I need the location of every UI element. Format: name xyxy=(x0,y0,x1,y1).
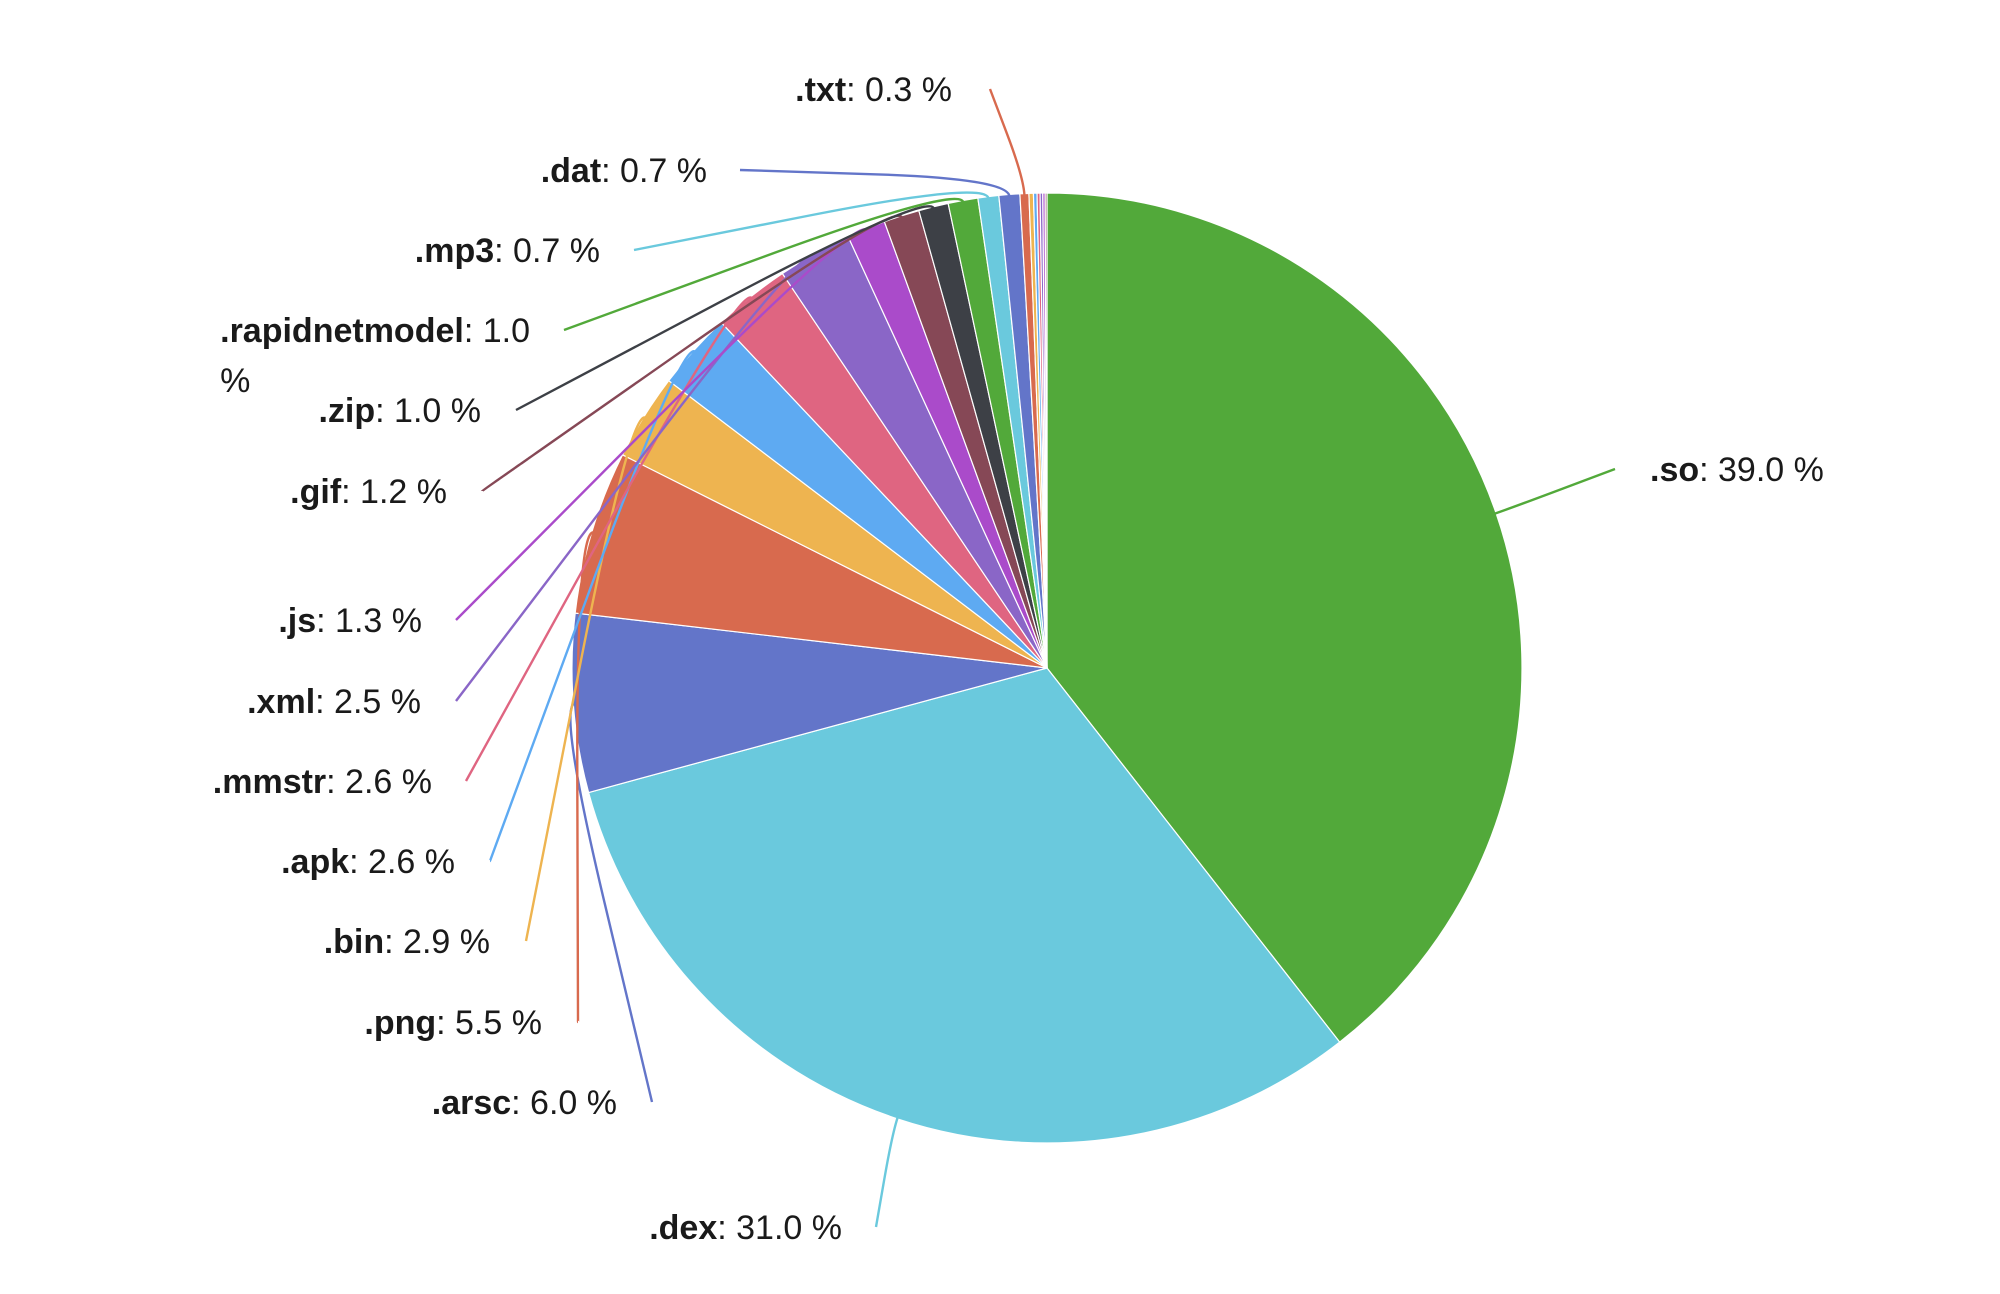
label-png: .png: 5.5 % xyxy=(364,1004,542,1042)
leader-line-dat xyxy=(739,168,1011,197)
label-so: .so: 39.0 % xyxy=(1650,451,1824,489)
label-arsc: .arsc: 6.0 % xyxy=(432,1084,617,1122)
slice-other-20 xyxy=(1044,192,1048,669)
label-txt: .txt: 0.3 % xyxy=(795,71,952,109)
label-dat: .dat: 0.7 % xyxy=(541,152,707,190)
leader-lines xyxy=(455,88,1616,1228)
leader-line-txt xyxy=(988,88,1026,196)
label-gif: .gif: 1.2 % xyxy=(290,473,447,511)
label-rapidnetmodel-unit: % xyxy=(220,362,250,400)
label-bin: .bin: 2.9 % xyxy=(324,923,490,961)
pie-slices xyxy=(571,192,1523,1144)
slice-labels: .so: 39.0 % .dex: 31.0 % .arsc: 6.0 % .png:… xyxy=(213,71,1824,1247)
leader-line-zip xyxy=(515,205,936,412)
leader-line-rapidnetmodel xyxy=(563,197,965,332)
label-apk: .apk: 2.6 % xyxy=(281,843,455,881)
leader-line-xml xyxy=(455,253,817,702)
leader-line-dex xyxy=(874,1116,899,1228)
label-js: .js: 1.3 % xyxy=(278,602,422,640)
leader-line-mp3 xyxy=(633,191,990,252)
leader-line-png xyxy=(576,531,595,1023)
label-mmstr: .mmstr: 2.6 % xyxy=(213,763,432,801)
label-mp3: .mp3: 0.7 % xyxy=(415,232,600,270)
label-rapidnetmodel: .rapidnetmodel: 1.0 xyxy=(220,312,530,350)
leader-line-so xyxy=(1493,467,1616,515)
label-zip: .zip: 1.0 % xyxy=(318,392,481,430)
leader-line-apk xyxy=(488,350,697,862)
leader-line-arsc xyxy=(569,702,654,1103)
label-xml: .xml: 2.5 % xyxy=(247,683,421,721)
leader-line-bin xyxy=(524,416,647,942)
label-dex: .dex: 31.0 % xyxy=(649,1209,842,1247)
